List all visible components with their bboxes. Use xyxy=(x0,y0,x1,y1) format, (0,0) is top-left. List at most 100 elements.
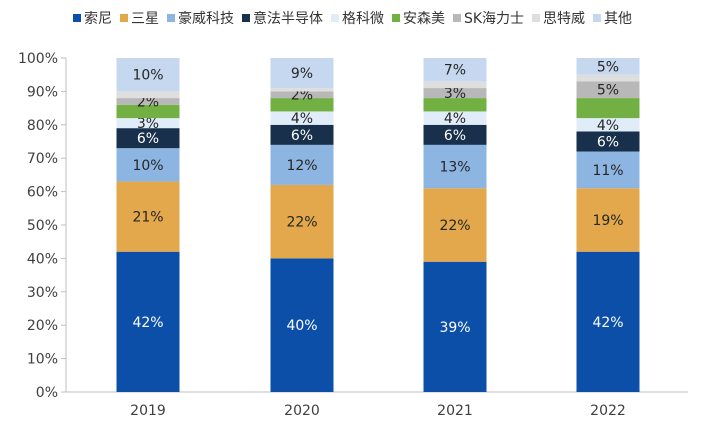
legend-item: SK海力士 xyxy=(452,8,525,28)
bar-segment xyxy=(270,124,334,145)
legend-item: 思特威 xyxy=(532,8,585,28)
bar-segment xyxy=(423,261,487,392)
bar-segment xyxy=(116,118,180,129)
bar-segment xyxy=(423,144,487,189)
y-tick-label: 20% xyxy=(27,318,58,334)
legend-swatch xyxy=(391,14,400,22)
bar-segment xyxy=(116,98,180,105)
data-label: 10% xyxy=(132,68,163,84)
data-label: 2% xyxy=(137,94,159,110)
y-tick-label: 0% xyxy=(36,385,58,401)
data-label: 3% xyxy=(444,86,466,102)
bar-segment xyxy=(116,148,180,182)
x-tick-label: 2020 xyxy=(284,403,320,419)
bar-segment xyxy=(576,58,640,75)
data-label: 22% xyxy=(286,215,317,231)
legend-label: 三星 xyxy=(130,11,159,27)
bar-segment xyxy=(423,88,487,99)
bar-segment xyxy=(576,74,640,82)
data-label: 21% xyxy=(132,210,163,226)
data-label: 42% xyxy=(132,315,163,331)
bar-segment xyxy=(270,98,334,112)
bar-segment xyxy=(576,151,640,189)
data-label: 4% xyxy=(444,111,466,127)
bar-segment xyxy=(270,258,334,392)
bar-segment xyxy=(270,184,334,259)
data-label: 12% xyxy=(286,158,317,174)
y-tick-label: 50% xyxy=(27,218,58,234)
bar-segment xyxy=(423,98,487,112)
data-label: 2% xyxy=(291,88,313,104)
bar-segment xyxy=(116,91,180,99)
data-label: 5% xyxy=(597,83,619,99)
data-label: 10% xyxy=(132,158,163,174)
bar-segment xyxy=(270,88,334,92)
legend-item: 三星 xyxy=(119,8,159,28)
bar-segment xyxy=(576,118,640,132)
chart-legend: 索尼 三星 豪威科技 意法半导体 格科微 安森美 SK海力士 思特威 其他 xyxy=(0,7,705,29)
legend-swatch xyxy=(532,14,541,22)
data-label: 7% xyxy=(444,63,466,79)
legend-label: 安森美 xyxy=(402,11,445,27)
bar-segment xyxy=(423,111,487,125)
y-tick-label: 40% xyxy=(27,251,58,267)
legend-swatch xyxy=(330,14,339,22)
data-label: 42% xyxy=(592,315,623,331)
bar-segment xyxy=(423,81,487,89)
data-label: 40% xyxy=(286,318,317,334)
legend-swatch xyxy=(166,14,175,22)
legend-swatch xyxy=(72,14,81,22)
bar-segment xyxy=(423,188,487,262)
legend-label: SK海力士 xyxy=(463,11,525,27)
data-label: 22% xyxy=(439,218,470,234)
y-tick-label: 70% xyxy=(27,151,58,167)
bar-segment xyxy=(116,181,180,252)
x-tick-label: 2022 xyxy=(590,403,626,419)
bar-segment xyxy=(576,81,640,99)
bar-segment xyxy=(576,188,640,252)
bar-segment xyxy=(576,131,640,152)
bar-segment xyxy=(116,251,180,392)
data-label: 6% xyxy=(597,135,619,151)
data-label: 6% xyxy=(444,128,466,144)
legend-item: 其他 xyxy=(593,8,632,28)
data-label: 19% xyxy=(592,213,623,229)
legend-label: 豪威科技 xyxy=(177,11,234,27)
legend-item: 安森美 xyxy=(391,8,445,28)
data-label: 6% xyxy=(137,131,159,147)
y-tick-label: 10% xyxy=(27,352,58,368)
y-tick-label: 100% xyxy=(18,51,58,67)
bar-segment xyxy=(270,144,334,185)
data-label: 6% xyxy=(291,128,313,144)
x-tick-label: 2019 xyxy=(130,403,166,419)
data-label: 4% xyxy=(597,118,619,134)
bar-segment xyxy=(576,98,640,119)
bar-segment xyxy=(423,58,487,82)
legend-item: 豪威科技 xyxy=(166,8,234,28)
bar-segment xyxy=(270,58,334,89)
data-label: 39% xyxy=(439,320,470,336)
bar-segment xyxy=(576,251,640,392)
bar-segment xyxy=(270,91,334,99)
data-label: 4% xyxy=(291,111,313,127)
x-tick-label: 2021 xyxy=(437,403,473,419)
bar-segment xyxy=(116,104,180,119)
legend-label: 思特威 xyxy=(543,11,586,27)
data-label: 13% xyxy=(439,160,470,176)
y-tick-label: 60% xyxy=(27,185,58,201)
bar-segment xyxy=(116,58,180,92)
data-label: 3% xyxy=(137,116,159,132)
legend-swatch xyxy=(119,14,128,22)
data-label: 11% xyxy=(592,163,623,179)
bar-segment xyxy=(270,111,334,125)
y-tick-label: 30% xyxy=(27,285,58,301)
legend-label: 其他 xyxy=(604,11,633,27)
legend-label: 格科微 xyxy=(341,11,384,27)
data-label: 5% xyxy=(597,59,619,75)
legend-swatch xyxy=(593,14,602,22)
data-label: 9% xyxy=(291,66,313,82)
y-tick-label: 90% xyxy=(27,84,58,100)
legend-item: 索尼 xyxy=(72,8,112,28)
bar-segment xyxy=(116,128,180,149)
